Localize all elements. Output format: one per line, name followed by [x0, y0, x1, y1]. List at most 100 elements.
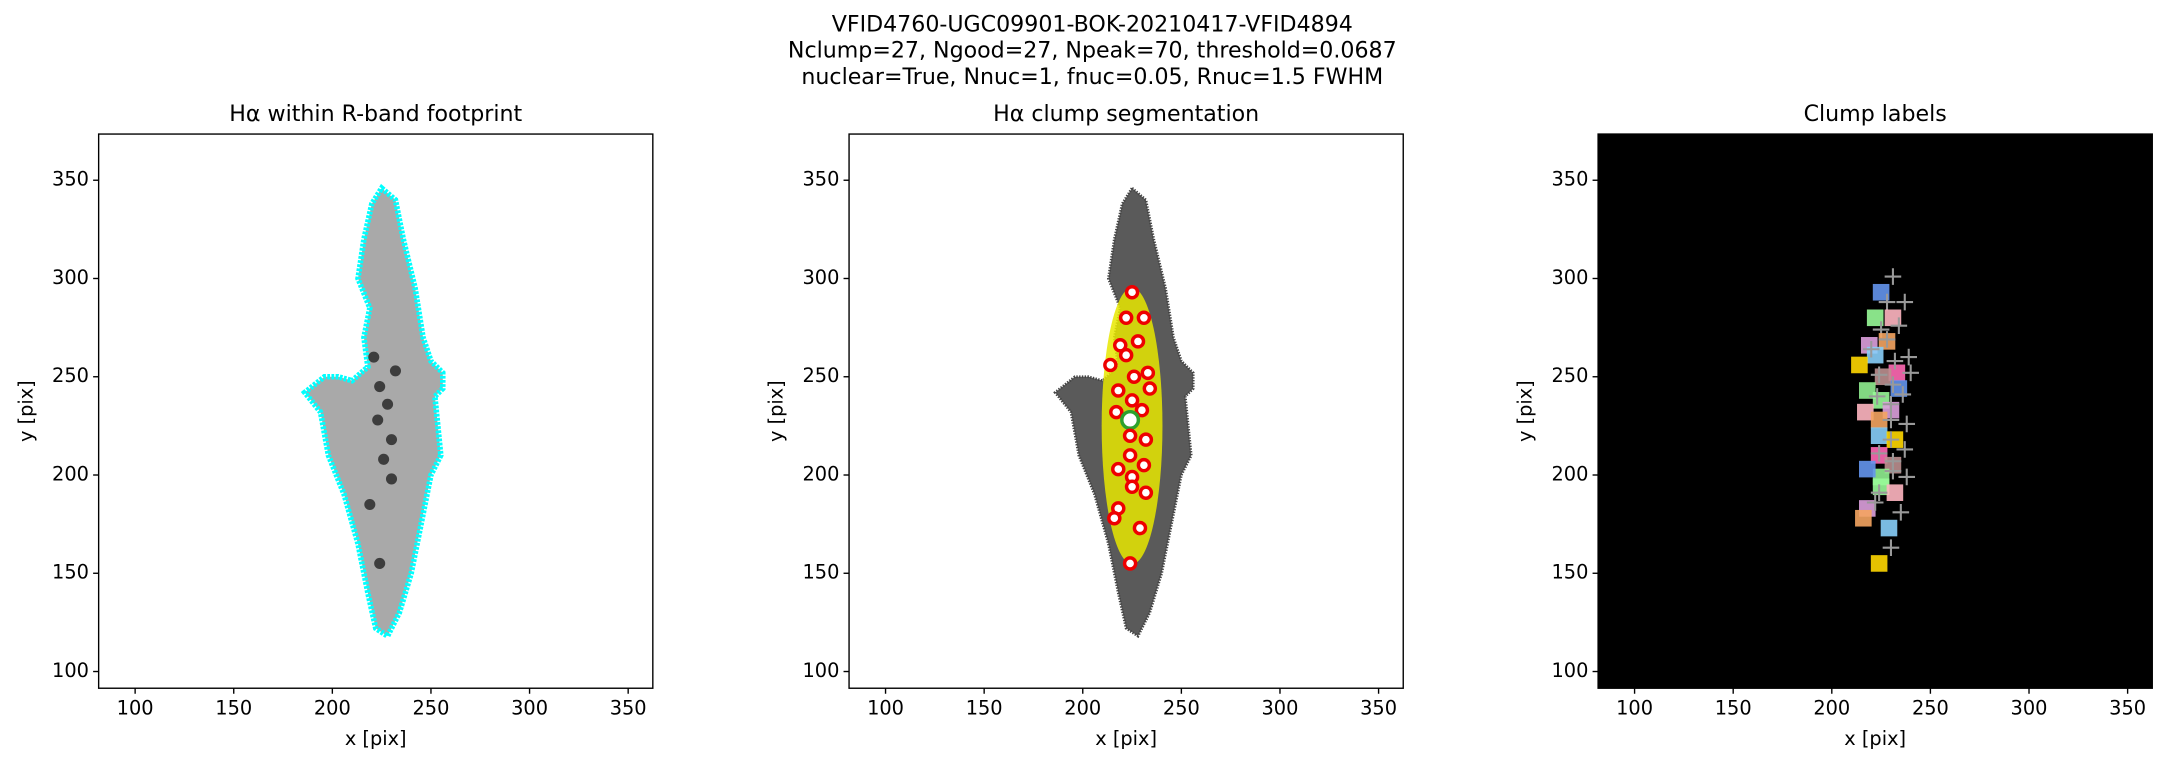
y-tick-label: 150 [1552, 561, 1589, 584]
clump-marker [1136, 310, 1152, 326]
clump-cross [1878, 293, 1896, 311]
clump-marker [1111, 461, 1126, 477]
x-tick-label: 300 [511, 696, 548, 719]
clump-label [1859, 460, 1876, 478]
clump-marker [1109, 404, 1124, 420]
clump-marker [1122, 448, 1138, 463]
x-tick-label: 250 [1163, 696, 1200, 719]
x-tick-label: 300 [1262, 696, 1299, 719]
clump-marker [1136, 457, 1152, 473]
clump-marker [1122, 428, 1138, 443]
axes-background [1598, 134, 2153, 689]
clump-marker [1124, 284, 1140, 300]
clump-label [1855, 509, 1872, 527]
clump-marker [1118, 347, 1134, 363]
axes-title: Hα within R-band footprint [229, 101, 522, 127]
axes-title: Clump labels [1804, 101, 1947, 127]
x-tick-label: 150 [1715, 696, 1752, 719]
clump-marker [1134, 402, 1150, 418]
clump-cross [1902, 364, 1919, 382]
panel: 100 150 200 250 300 350 100 150 200 250 300 350 Hα w… [14, 101, 654, 750]
clump-cross [1884, 376, 1902, 393]
x-tick-label: 200 [1813, 696, 1850, 719]
clump-cross [1868, 388, 1886, 405]
clump-label [1874, 368, 1892, 386]
y-tick-label: 200 [1552, 463, 1589, 486]
x-tick-label: 100 [117, 696, 154, 719]
suptitle: VFID4760-UGC09901-BOK-20210417-VFID4894 [832, 11, 1353, 37]
clump-label [1880, 519, 1898, 537]
x-tick-label: 150 [966, 696, 1003, 719]
y-tick-label: 200 [802, 463, 839, 486]
clump-marker [1142, 381, 1158, 396]
clump-label [1884, 309, 1902, 327]
x-axis-label: x [pix] [1844, 727, 1906, 750]
axes-frame [97, 133, 654, 689]
y-tick-label: 150 [802, 561, 839, 584]
clump-cross [1866, 494, 1884, 511]
clump-marker [1122, 556, 1138, 571]
clump-cross [1884, 462, 1902, 480]
clump-cross [1890, 317, 1908, 334]
clump-cross [1862, 340, 1880, 358]
clump-marker [1118, 310, 1134, 326]
clump-cross [1898, 415, 1916, 433]
clump-marker [1107, 510, 1122, 526]
clump-cross [1886, 352, 1904, 370]
emission-peak [372, 414, 384, 426]
x-tick-label: 200 [1064, 696, 1101, 719]
clump-marker [1111, 383, 1126, 398]
clump-marker [1124, 393, 1140, 408]
y-tick-label: 100 [52, 659, 89, 682]
clump-cross [1896, 293, 1914, 311]
clump-marker [1120, 409, 1141, 431]
x-tick-label: 200 [314, 696, 351, 719]
y-tick-label: 300 [1552, 266, 1589, 289]
x-tick-label: 150 [215, 696, 252, 719]
panel: 100 150 200 250 300 350 100 150 200 250 300 350 Hα c… [765, 101, 1404, 750]
emission-peak [385, 434, 398, 446]
axes-title: Hα clump segmentation [993, 101, 1259, 127]
clump-label [1866, 309, 1884, 327]
y-tick-label: 200 [52, 463, 89, 486]
panel: 100 150 200 250 300 350 100 150 200 250 300 350 Clum… [1514, 101, 2153, 750]
clump-label [1886, 484, 1904, 501]
clump-cross [1882, 431, 1900, 448]
y-axis-label: y [pix] [1514, 380, 1537, 442]
x-tick-label: 350 [610, 696, 647, 719]
suptitle: Nclump=27, Ngood=27, Npeak=70, threshold… [788, 38, 1397, 64]
clump-cross [1870, 484, 1888, 501]
clump-cross [1894, 386, 1912, 403]
clump-cross [1884, 268, 1902, 285]
clump-label [1857, 403, 1874, 421]
y-axis-label: y [pix] [765, 380, 788, 442]
clump-label [1851, 356, 1868, 374]
clump-label [1872, 283, 1890, 301]
axes-frame [848, 133, 1404, 689]
x-tick-label: 300 [2011, 696, 2048, 719]
clump-label [1859, 382, 1876, 399]
y-tick-label: 300 [802, 266, 839, 289]
emission-peak [382, 398, 394, 410]
clump-cross [1882, 395, 1900, 413]
suptitle: nuclear=True, Nnuc=1, fnuc=0.05, Rnuc=1.… [801, 64, 1383, 90]
y-tick-label: 250 [802, 364, 839, 387]
clump-cross [1892, 504, 1910, 521]
y-tick-label: 300 [52, 266, 89, 289]
y-axis-label: y [pix] [14, 380, 37, 442]
clump-marker [1140, 365, 1156, 381]
clump-label [1872, 478, 1890, 496]
y-tick-label: 100 [802, 659, 839, 682]
x-tick-label: 250 [1912, 696, 1949, 719]
clump-cross [1882, 539, 1900, 557]
y-tick-label: 350 [802, 168, 839, 191]
clump-label [1870, 555, 1888, 572]
y-tick-label: 150 [52, 561, 89, 584]
y-tick-label: 350 [52, 168, 89, 191]
clump-label [1870, 411, 1888, 429]
x-axis-label: x [pix] [345, 727, 407, 750]
emission-peak [378, 453, 390, 465]
clump-cross [1898, 468, 1916, 486]
clump-marker [1112, 338, 1128, 353]
